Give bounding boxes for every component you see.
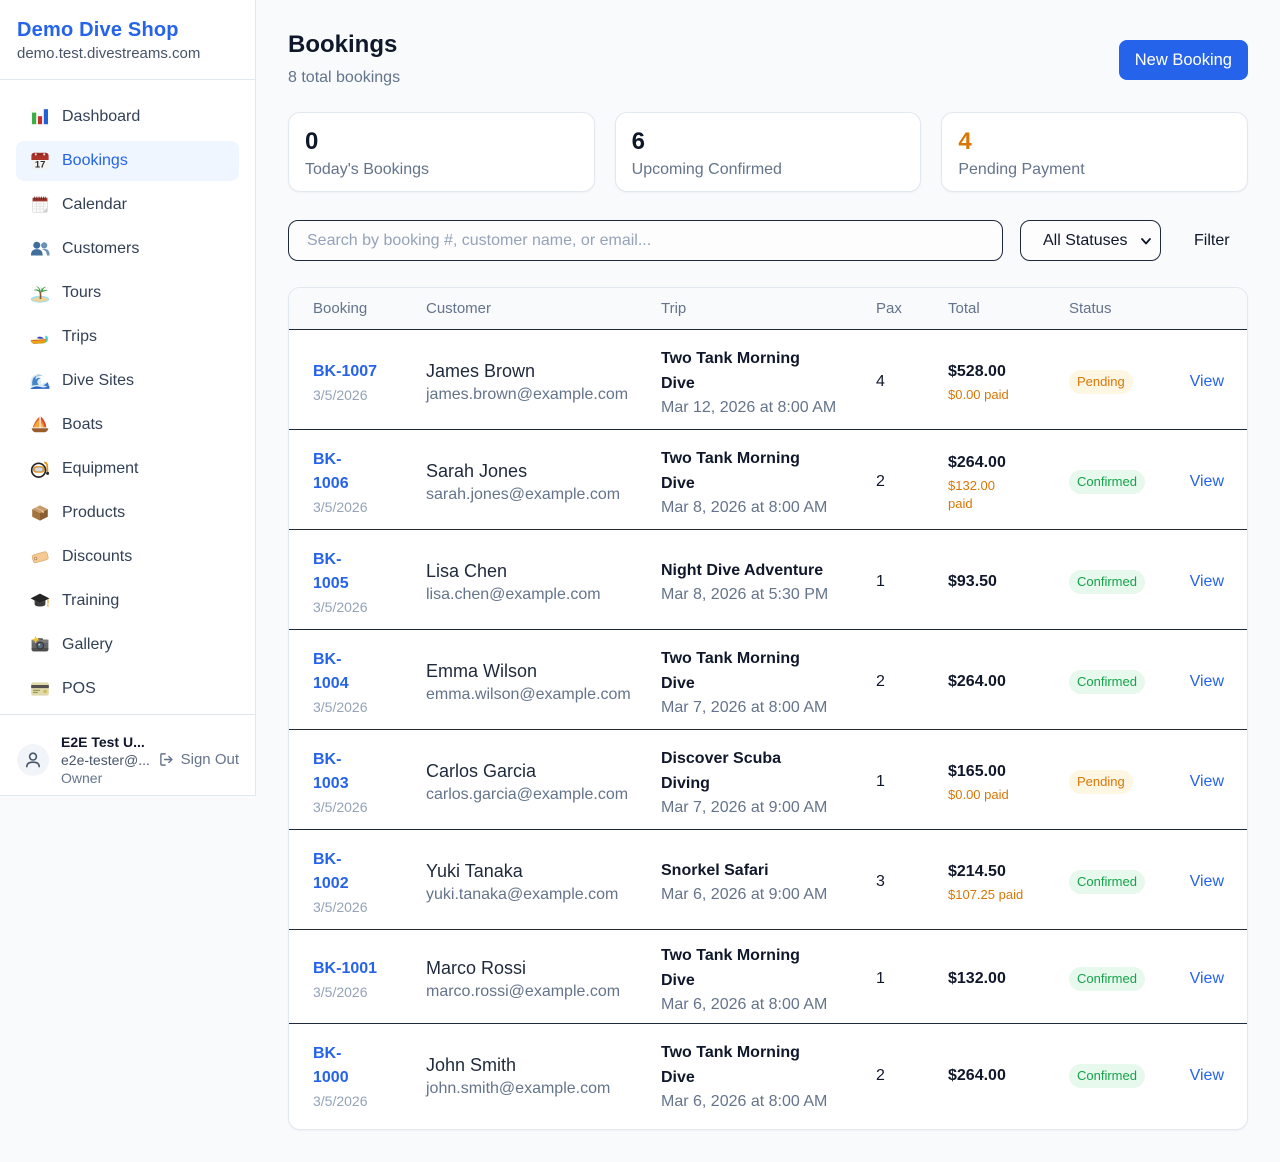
svg-text:17: 17 [35,159,45,170]
